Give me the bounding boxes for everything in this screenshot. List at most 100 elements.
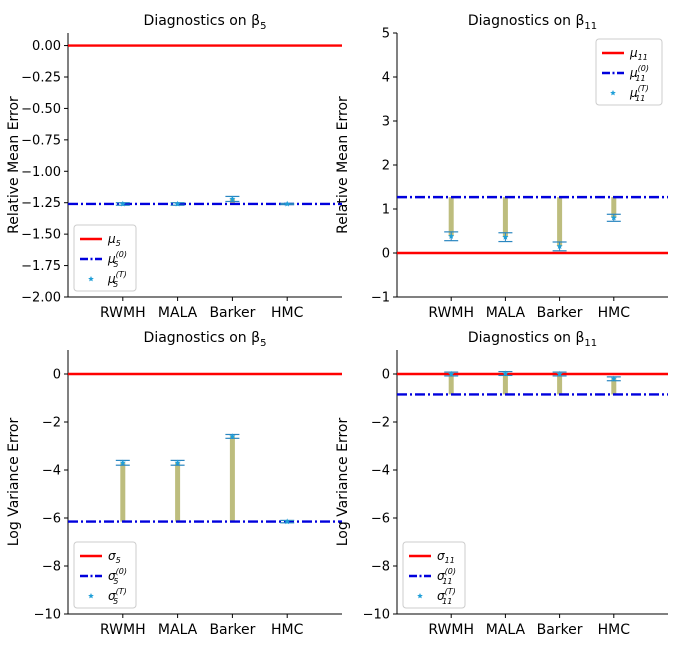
legend-subscript: 5 (116, 556, 121, 565)
panel-title-subscript: 5 (260, 21, 266, 32)
x-tick-label-mala: MALA (486, 622, 526, 638)
legend-label: σ5 (108, 549, 121, 565)
legend-label: σ(T) 11 (437, 587, 456, 606)
legend-subscript: 11 (635, 94, 645, 103)
estimate-marker-hmc (610, 375, 617, 382)
panel-title-main: Diagnostics on β (144, 13, 261, 29)
x-tick-label-rwmh: RWMH (428, 622, 474, 638)
y-tick-label: 0 (382, 368, 390, 383)
estimate-marker-hmc (284, 518, 291, 525)
legend-box (595, 38, 663, 106)
legend-superscript: (0) (116, 250, 127, 259)
legend-label: σ11 (437, 549, 455, 565)
bar-hmc (611, 378, 617, 395)
panel-title: Diagnostics on β11 (468, 330, 597, 349)
bar-rwmh (448, 197, 454, 237)
y-tick-label: −2 (371, 416, 390, 431)
y-tick-label: 0 (53, 368, 61, 383)
x-tick-label-hmc: HMC (598, 622, 631, 638)
bar-rwmh (120, 462, 126, 522)
legend-subscript: 5 (113, 577, 118, 586)
legend-symbol: σ (108, 569, 116, 583)
bar-hmc (611, 197, 617, 218)
y-tick-label: −0.50 (21, 102, 61, 117)
estimate-marker-rwmh (119, 459, 126, 466)
legend-subscript: 11 (442, 577, 452, 586)
legend-label: σ(0) 11 (437, 567, 456, 586)
x-tick-label-mala: MALA (158, 622, 198, 638)
legend-superscript: (0) (445, 567, 456, 576)
estimate-marker-rwmh (119, 200, 126, 207)
legend-superscript: (0) (116, 567, 127, 576)
legend-symbol: σ (437, 569, 445, 583)
bar-mala (502, 373, 508, 395)
x-tick-label-barker: Barker (537, 305, 583, 321)
bar-barker (557, 374, 563, 395)
estimate-marker-barker (229, 195, 236, 202)
y-tick-label: −1 (371, 291, 390, 306)
legend-symbol: μ (107, 272, 116, 286)
legend-superscript: (T) (638, 84, 649, 93)
estimate-marker-mala (502, 370, 509, 377)
y-axis-label: Log Variance Error (6, 418, 22, 547)
y-tick-label: −1.00 (21, 165, 61, 180)
panel-title: Diagnostics on β11 (468, 13, 597, 32)
legend-label: μ11 (629, 46, 648, 62)
legend-symbol: σ (437, 589, 445, 603)
bar-mala (502, 197, 508, 238)
panel-title: Diagnostics on β5 (144, 13, 267, 32)
panel-bottom-right: Diagnostics on β11 Log Variance Error 0 −2 −… (335, 330, 668, 638)
panel-title-main: Diagnostics on β (144, 330, 261, 346)
legend-subscript: 5 (113, 280, 118, 289)
x-tick-label-mala: MALA (158, 305, 198, 321)
x-tick-label-barker: Barker (537, 622, 583, 638)
y-tick-label: 0.00 (32, 39, 61, 54)
legend-symbol: μ (629, 86, 638, 100)
estimate-marker-mala (174, 200, 181, 207)
panel-title-subscript: 11 (584, 21, 597, 32)
legend-symbol: μ (107, 232, 116, 246)
x-tick-label-mala: MALA (486, 305, 526, 321)
legend-subscript: 11 (638, 53, 648, 62)
y-tick-label: −0.75 (21, 133, 61, 148)
legend-subscript: 5 (116, 239, 121, 248)
y-tick-label: 3 (382, 115, 390, 130)
panel-title: Diagnostics on β5 (144, 330, 267, 349)
legend-star-swatch (417, 593, 423, 599)
legend-symbol: μ (107, 252, 116, 266)
estimate-marker-hmc (610, 214, 617, 221)
legend-label: μ(0) 11 (629, 64, 649, 83)
legend-superscript: (T) (116, 587, 127, 596)
estimate-marker-mala (174, 459, 181, 466)
legend-symbol: σ (108, 589, 116, 603)
x-tick-label-hmc: HMC (598, 305, 631, 321)
legend-box (73, 541, 137, 609)
bar-barker (557, 197, 563, 247)
bar-rwmh (448, 374, 454, 395)
y-axis-label: Log Variance Error (335, 418, 351, 547)
legend-superscript: (T) (116, 270, 127, 279)
y-tick-label: −1.50 (21, 228, 61, 243)
legend-star-swatch (88, 276, 94, 282)
y-tick-label: −8 (42, 560, 61, 575)
y-tick-label: −1.75 (21, 259, 61, 274)
y-tick-label: −10 (363, 608, 390, 623)
legend-subscript: 5 (113, 260, 118, 269)
legend-superscript: (T) (445, 587, 456, 596)
estimate-marker-mala (502, 233, 509, 240)
y-tick-label: −4 (371, 464, 390, 479)
panel-title-main: Diagnostics on β (468, 13, 585, 29)
y-tick-label: −6 (371, 512, 390, 527)
y-tick-label: −8 (371, 560, 390, 575)
x-tick-label-rwmh: RWMH (100, 622, 146, 638)
estimate-marker-barker (556, 243, 563, 249)
bar-mala (175, 462, 181, 522)
y-tick-label: −10 (34, 608, 61, 623)
panel-title-subscript: 11 (584, 338, 597, 349)
legend-label: μ(0) 5 (107, 250, 127, 269)
y-tick-label: −4 (42, 464, 61, 479)
